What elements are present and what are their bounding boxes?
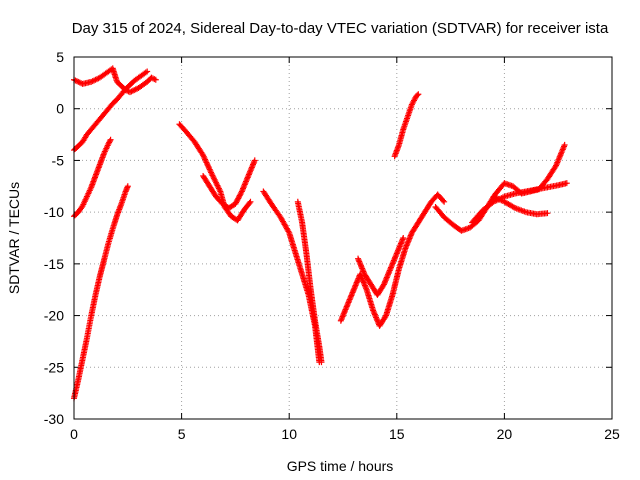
grid xyxy=(74,57,612,419)
series-arc-13 xyxy=(469,180,570,226)
data-point xyxy=(563,180,570,187)
x-tick-label: 0 xyxy=(70,426,78,442)
plot-frame xyxy=(73,56,613,420)
data-point xyxy=(440,197,447,204)
series-arc-14 xyxy=(490,193,551,218)
series-arc-9 xyxy=(337,191,448,329)
series-arc-3 xyxy=(71,136,114,220)
y-tick-label: -25 xyxy=(44,359,64,375)
y-axis-label: SDTVAR / TECUs xyxy=(6,182,22,294)
data-point xyxy=(124,183,131,190)
data-points xyxy=(71,65,570,402)
data-point xyxy=(107,136,114,143)
y-tick-label: -15 xyxy=(44,256,64,272)
data-point xyxy=(414,92,421,99)
chart-title: Day 315 of 2024, Sidereal Day-to-day VTE… xyxy=(72,20,609,37)
y-tick-label: -10 xyxy=(44,204,64,220)
series-arc-11 xyxy=(391,91,422,160)
axis-ticks: 0 5 10 15 20 25 -30 -25 -20 -15 -10 -5 0 5 xyxy=(44,49,620,442)
data-point xyxy=(247,198,254,205)
x-axis-label: GPS time / hours xyxy=(287,458,394,474)
y-tick-label: 0 xyxy=(56,101,64,117)
y-tick-label: 5 xyxy=(56,49,64,65)
data-point xyxy=(152,76,159,83)
x-tick-label: 5 xyxy=(178,426,186,442)
data-point xyxy=(144,68,151,75)
x-tick-label: 20 xyxy=(497,426,513,442)
data-point xyxy=(251,157,258,164)
data-point xyxy=(380,282,387,289)
data-point xyxy=(544,210,551,217)
series-arc-8 xyxy=(294,198,325,366)
y-tick-label: -30 xyxy=(44,411,64,427)
series-arc-2 xyxy=(71,68,151,154)
x-tick-label: 10 xyxy=(281,426,297,442)
data-point xyxy=(441,198,448,205)
series-arc-10 xyxy=(355,235,407,298)
y-tick-label: -5 xyxy=(52,152,65,168)
data-point xyxy=(510,204,517,211)
data-point xyxy=(318,359,325,366)
data-point xyxy=(246,199,253,206)
data-point xyxy=(238,189,245,196)
data-point xyxy=(561,141,568,148)
x-tick-label: 25 xyxy=(604,426,620,442)
data-point xyxy=(400,235,407,241)
data-point xyxy=(106,138,113,145)
data-point xyxy=(382,313,389,320)
series-arc-4 xyxy=(71,183,131,402)
x-tick-label: 15 xyxy=(389,426,405,442)
data-point xyxy=(415,91,422,98)
series-arc-5 xyxy=(176,121,254,224)
series-arc-7 xyxy=(260,188,323,366)
data-point xyxy=(151,76,158,83)
y-tick-label: -20 xyxy=(44,308,64,324)
series-arc-6 xyxy=(200,157,258,212)
